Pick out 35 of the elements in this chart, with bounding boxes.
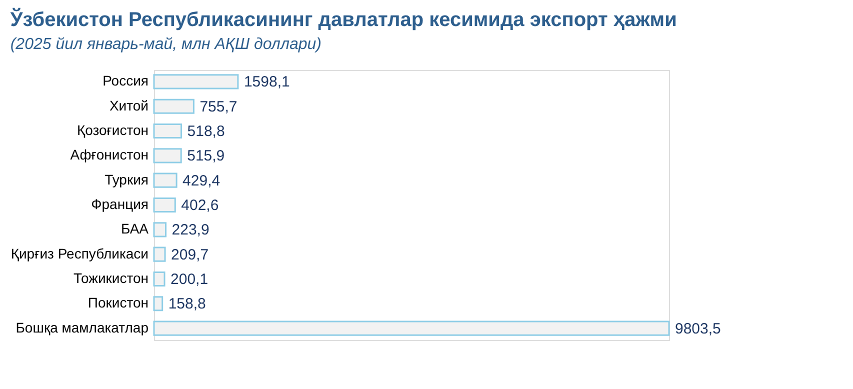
y-tick-label: Тожикистон (74, 270, 148, 286)
chart-title: Ўзбекистон Республикасининг давлатлар кесимида экспорт ҳажми (9, 7, 677, 31)
data-label: 200,1 (170, 270, 208, 288)
y-tick-label: Покистон (88, 294, 148, 311)
data-label: 9803,5 (675, 320, 721, 338)
data-label: 1598,1 (244, 74, 290, 91)
data-label: 209,7 (171, 246, 209, 264)
data-label: 515,9 (187, 148, 225, 165)
bar (153, 296, 164, 312)
bar (153, 74, 239, 90)
data-label: 158,8 (168, 296, 206, 313)
bar (153, 98, 194, 114)
y-tick-label: Франция (91, 196, 148, 212)
data-label: 223,9 (172, 222, 210, 239)
data-label: 755,7 (200, 98, 238, 116)
y-tick-label: Қозоғистон (76, 122, 148, 138)
bar (153, 271, 166, 287)
chart-subtitle: (2025 йил январь-май, млн АҚШ доллари) (10, 36, 322, 53)
y-tick-label: Қирғиз Республикаси (10, 245, 148, 262)
y-tick-label: Россия (102, 72, 148, 89)
data-label: 402,6 (181, 197, 219, 214)
y-tick-label: Афғонистон (70, 146, 148, 163)
bar (153, 148, 182, 164)
data-label: 429,4 (182, 172, 220, 190)
bar (153, 123, 182, 139)
y-tick-label: Хитой (109, 97, 148, 114)
bar (153, 172, 178, 188)
data-label: 518,8 (187, 123, 225, 140)
y-tick-label: БАА (120, 220, 150, 237)
bar (153, 222, 167, 238)
bar (153, 320, 670, 336)
bar (153, 246, 166, 262)
y-tick-label: Бошқа мамлакатлар (16, 319, 149, 336)
y-tick-label: Туркия (104, 171, 148, 188)
bar (153, 197, 176, 213)
